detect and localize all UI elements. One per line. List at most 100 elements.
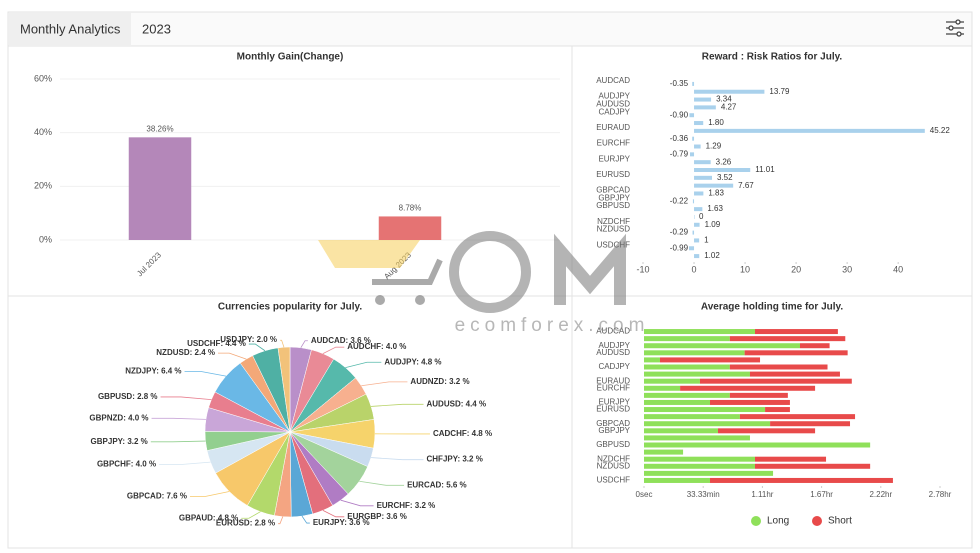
slice-value: 4.0 % <box>386 342 406 351</box>
legend-label: Long <box>767 516 789 527</box>
value-label: 3.34 <box>716 95 732 104</box>
bar-segment <box>729 392 788 398</box>
bar <box>694 128 925 133</box>
value-label: 7.67 <box>738 181 754 190</box>
leader-line <box>280 339 285 348</box>
y-tick-label: 20% <box>34 181 52 191</box>
slice-value: 3.2 % <box>449 377 469 386</box>
slice-name: NZDUSD <box>156 348 190 357</box>
x-tick-label: 1.67hr <box>810 490 833 499</box>
slice-label: AUDCAD: 3.6 % <box>311 336 371 345</box>
slice-value: 3.6 % <box>386 512 406 521</box>
bar <box>694 160 711 165</box>
y-tick-label: GBPJPY <box>598 426 630 435</box>
bar <box>694 105 716 110</box>
bar <box>694 254 700 259</box>
separator: : <box>410 501 415 510</box>
header-bar <box>7 11 973 47</box>
bar-segment <box>765 407 790 413</box>
slice-label: GBPCHF: 4.0 % <box>97 460 156 469</box>
value-label: -0.99 <box>670 243 689 252</box>
x-tick-label: 33.33min <box>687 490 720 499</box>
slice-value: 3.2 % <box>415 501 435 510</box>
slice-label: NZDJPY: 6.4 % <box>125 367 181 376</box>
leader-line <box>160 396 212 401</box>
bar-segment <box>644 470 774 476</box>
slice-label: NZDUSD: 2.4 % <box>156 348 215 357</box>
bar-segment <box>680 385 816 391</box>
x-tick-label: 20 <box>791 264 801 274</box>
bar-segment <box>729 336 846 342</box>
bar <box>694 175 712 180</box>
y-tick-label: GBPCAD <box>596 419 630 428</box>
y-tick-label: USDCHF <box>597 240 630 249</box>
y-tick-label: GBPUSD <box>596 440 630 449</box>
slice-name: GBPUSD <box>98 392 132 401</box>
bar-segment <box>644 364 730 370</box>
bar-segment <box>644 357 660 363</box>
value-label: 38.26% <box>146 124 173 133</box>
slice-value: 4.0 % <box>128 413 148 422</box>
bar-segment <box>644 399 711 405</box>
value-label: 1 <box>704 236 709 245</box>
filter-icon[interactable] <box>946 19 964 37</box>
value-label: 0 <box>699 212 704 221</box>
separator: : <box>252 335 257 344</box>
value-label: 1.02 <box>704 251 720 260</box>
value-label: 3.26 <box>716 157 732 166</box>
y-tick-label: AUDCAD <box>596 327 630 336</box>
y-tick-label: NZDCHF <box>597 217 630 226</box>
slice-value: 4.0 % <box>136 460 156 469</box>
bar-segment <box>644 463 755 469</box>
slice-name: EURJPY <box>313 518 346 527</box>
tab-year[interactable]: 2023 <box>142 21 171 36</box>
bar <box>690 152 695 157</box>
chart-title: Average holding time for July. <box>701 302 843 313</box>
bar <box>694 222 700 227</box>
slice-value: 2.0 % <box>257 335 277 344</box>
leader-line <box>301 515 310 524</box>
y-tick-label: NZDUSD <box>597 461 631 470</box>
value-label: 1.09 <box>705 220 721 229</box>
leader-line <box>278 516 284 525</box>
x-tick-label: 40 <box>893 264 903 274</box>
tab-title[interactable]: Monthly Analytics <box>20 21 121 36</box>
value-label: 11.01 <box>755 165 775 174</box>
value-label: -0.36 <box>670 134 689 143</box>
bar-segment <box>644 421 771 427</box>
y-tick-label: GBPCAD <box>596 186 630 195</box>
y-tick-label: AUDUSD <box>596 348 630 357</box>
y-tick-label: EURJPY <box>598 398 630 407</box>
separator: : <box>132 392 137 401</box>
slice-label: CADCHF: 4.8 % <box>433 429 492 438</box>
legend-swatch <box>751 516 761 526</box>
charts: Monthly Gain(Change)0%20%40%60%38.26%Jul… <box>34 52 952 528</box>
bar-segment <box>644 414 740 420</box>
bar-segment <box>755 463 871 469</box>
slice-value: 4.4 % <box>466 399 486 408</box>
slice-label: GBPNZD: 4.0 % <box>89 413 148 422</box>
separator: : <box>213 513 218 522</box>
bar-segment <box>644 449 684 455</box>
y-tick-label: 0% <box>39 234 52 244</box>
y-tick-label: CADJPY <box>598 362 630 371</box>
slice-label: GBPJPY: 3.2 % <box>91 437 148 446</box>
value-label: 1.29 <box>706 142 722 151</box>
bar <box>694 238 700 243</box>
slice-name: EURCAD <box>407 480 441 489</box>
bar-segment <box>644 428 718 434</box>
bar-segment <box>749 371 840 377</box>
slice-value: 4.4 % <box>225 339 245 348</box>
tab-active[interactable] <box>9 13 131 46</box>
leader-line <box>322 346 345 355</box>
bar <box>694 168 751 172</box>
y-tick-label: NZDCHF <box>597 454 630 463</box>
bar-segment <box>644 456 755 462</box>
slice-name: NZDJPY <box>125 367 157 376</box>
slice-name: AUDJPY <box>384 357 417 366</box>
value-label: 8.78% <box>399 204 422 213</box>
bar-segment <box>770 421 851 427</box>
x-tick-label: 1.11hr <box>751 490 773 499</box>
y-tick-label: EURUSD <box>596 405 630 414</box>
leader-line <box>241 511 261 519</box>
